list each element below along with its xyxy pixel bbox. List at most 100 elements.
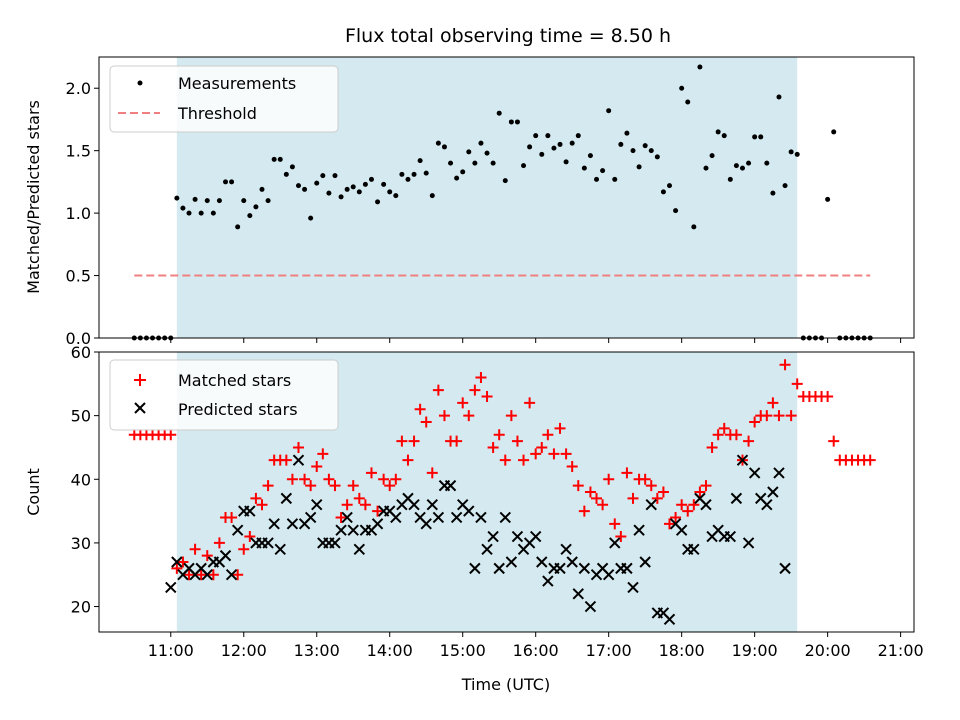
measurement-point [466,149,472,155]
measurement-point [575,133,581,139]
matched-star-point [341,499,353,511]
matched-star-point [761,410,773,422]
measurement-point [569,140,575,146]
measurement-point [381,181,387,187]
matched-star-point [572,480,584,492]
predicted-star-point [469,562,481,575]
predicted-star-point [335,524,347,536]
matched-star-point [542,429,554,441]
predicted-star-point [633,524,645,536]
matched-star-point [402,454,414,466]
predicted-star-point [663,613,676,625]
measurement-point [624,130,630,136]
measurement-point [210,210,216,216]
measurement-point [216,198,222,204]
measurement-point [241,198,247,204]
measurement-point [739,165,745,171]
x-tick-label: 13:00 [294,641,340,660]
measurement-point [673,208,679,214]
matched-star-point [469,384,481,396]
matched-star-point [749,416,761,428]
measurement-point [776,94,782,100]
x-tick-label: 12:00 [221,641,267,660]
predicted-star-point [274,543,286,555]
predicted-star-point [493,562,505,575]
predicted-star-point [742,537,755,549]
matched-star-point [828,435,840,447]
measurement-point [460,169,466,175]
predicted-star-point [347,524,359,536]
measurement-point [435,140,441,146]
matched-star-point [645,480,657,492]
measurement-point [539,151,545,157]
predicted-star-point [505,556,518,568]
matched-star-point [505,410,517,422]
measurement-point [448,160,454,166]
matched-star-point [536,441,548,453]
predicted-star-point [767,486,779,498]
matched-star-point [311,461,323,473]
matched-star-point [511,435,523,447]
measurement-point [229,179,235,185]
matched-star-point [372,505,384,517]
bottom-legend-box [109,359,339,431]
predicted-star-point [645,499,657,511]
measurement-point [715,129,721,135]
matched-star-point [305,480,317,492]
measurement-point [350,184,356,190]
matched-star-point [323,473,335,485]
predicted-star-point [426,499,439,511]
matched-star-point [207,569,219,581]
measurement-point [405,176,411,182]
legend-predicted-label: Predicted stars [178,400,298,419]
measurement-point [825,196,831,202]
measurement-point [691,224,697,230]
measurement-point [551,145,557,151]
measurement-point [253,204,259,210]
matched-star-point [773,410,785,422]
matched-star-point [432,384,444,396]
matched-star-point [250,492,262,504]
y-tick-label: 0.0 [66,329,91,348]
x-tick-label: 18:00 [659,641,705,660]
measurement-point [484,150,490,156]
y-tick-label: 0.5 [66,267,91,286]
legend-measurements-label: Measurements [178,74,296,93]
predicted-star-point [408,499,420,511]
top-legend-box [109,65,339,133]
matched-star-point [408,435,420,447]
matched-star-point [767,397,779,409]
predicted-star-point [201,569,213,581]
matched-star-point [700,480,712,492]
measurement-point [667,183,672,189]
measurement-point [490,160,496,166]
matched-star-point [396,435,408,447]
y-tick-label: 40 [71,470,91,489]
matched-star-point [475,371,487,383]
y-tick-label: 20 [71,598,91,617]
matched-star-point [712,429,724,441]
measurement-point [746,160,752,166]
matched-star-point [201,550,213,562]
predicted-star-point [268,518,280,530]
bottom-panel-frame [98,351,915,633]
matched-star-point [481,391,493,403]
matched-star-point [256,499,268,511]
measurement-point [733,163,739,169]
predicted-star-point [675,524,688,536]
measurement-point [368,176,374,182]
measurement-point [314,180,320,186]
matched-star-point [694,486,706,498]
measurement-point [344,186,350,192]
measurement-point [502,178,508,184]
matched-star-point [718,422,730,434]
predicted-star-point [225,569,238,581]
measurement-point [271,156,277,162]
predicted-star-point [578,562,591,575]
measurement-point [277,156,283,162]
predicted-star-point [602,569,615,581]
predicted-star-point [231,524,244,536]
measurement-point [788,149,794,155]
measurement-point [648,148,654,154]
predicted-star-point [511,530,524,543]
